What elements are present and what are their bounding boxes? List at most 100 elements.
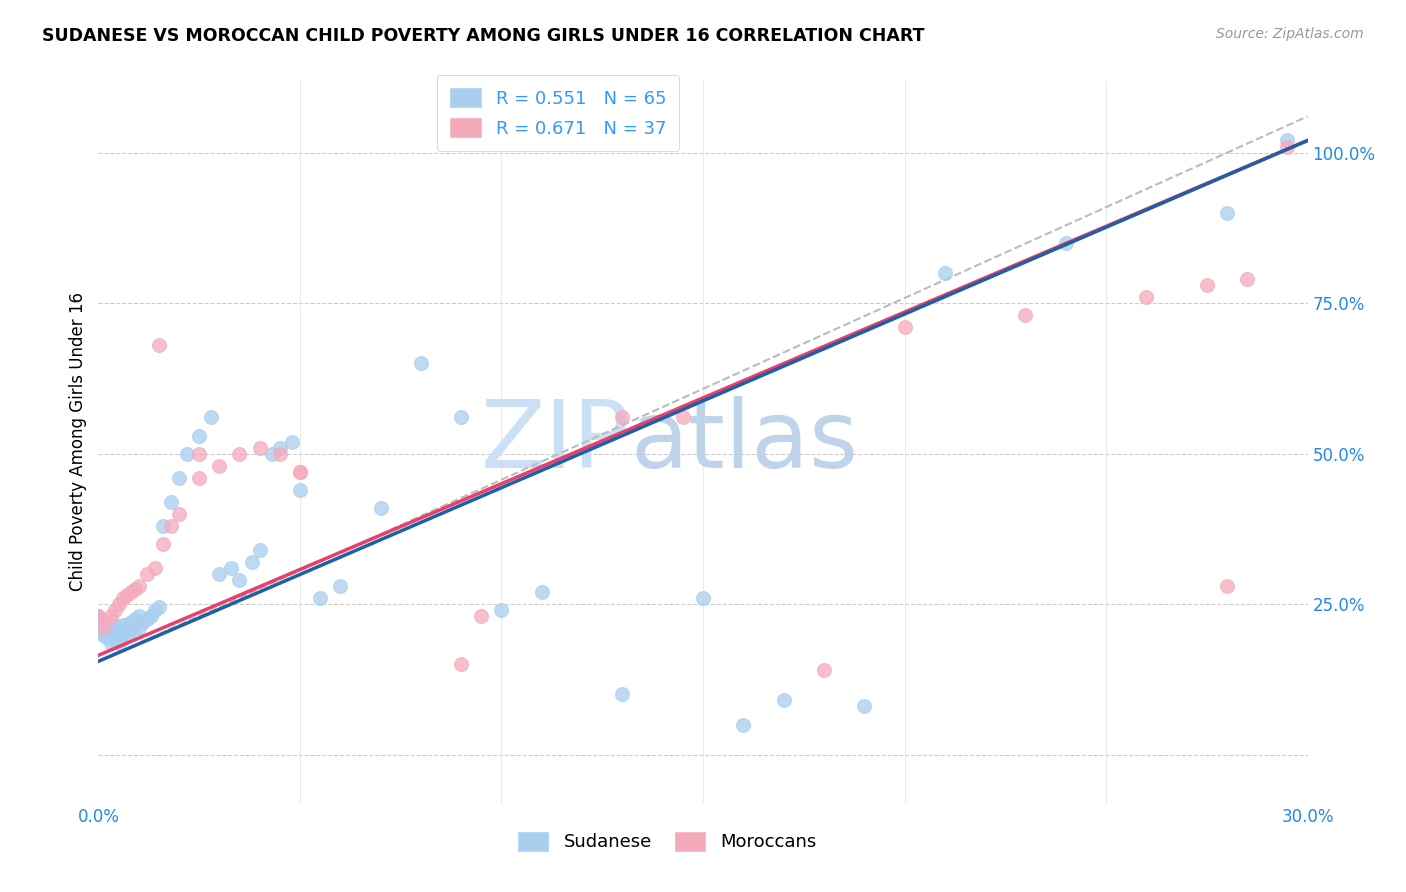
Point: [176, 446, 198, 460]
Point: [143, 603, 166, 617]
Point: [221, 561, 243, 575]
Point: [111, 627, 134, 641]
Y-axis label: Child Poverty Among Girls Under 16: Child Poverty Among Girls Under 16: [69, 292, 87, 591]
Point: [288, 465, 311, 479]
Point: [470, 609, 492, 624]
Point: [893, 320, 915, 334]
Point: [87, 612, 110, 626]
Point: [107, 621, 129, 635]
Text: Source: ZipAtlas.com: Source: ZipAtlas.com: [1216, 27, 1364, 41]
Point: [167, 507, 190, 521]
Point: [103, 618, 125, 632]
Point: [91, 621, 114, 635]
Text: ZIP: ZIP: [481, 395, 630, 488]
Point: [91, 627, 114, 641]
Point: [107, 630, 129, 644]
Point: [100, 627, 122, 641]
Point: [96, 615, 118, 630]
Point: [188, 428, 211, 442]
Point: [208, 458, 231, 473]
Point: [91, 615, 114, 630]
Point: [148, 600, 170, 615]
Point: [120, 585, 142, 599]
Point: [139, 609, 162, 624]
Point: [269, 446, 291, 460]
Point: [249, 441, 271, 455]
Point: [1236, 272, 1258, 286]
Point: [115, 588, 138, 602]
Point: [813, 664, 835, 678]
Point: [450, 410, 472, 425]
Point: [100, 621, 122, 635]
Point: [329, 579, 352, 593]
Point: [288, 483, 311, 497]
Point: [107, 636, 129, 650]
Text: atlas: atlas: [630, 395, 859, 488]
Point: [87, 609, 110, 624]
Point: [128, 579, 150, 593]
Point: [208, 567, 231, 582]
Point: [115, 618, 138, 632]
Point: [160, 494, 183, 508]
Point: [409, 356, 432, 370]
Point: [612, 687, 634, 701]
Point: [228, 446, 250, 460]
Point: [249, 542, 271, 557]
Point: [160, 519, 183, 533]
Point: [1277, 133, 1299, 147]
Point: [309, 591, 332, 606]
Point: [450, 657, 472, 672]
Point: [135, 612, 157, 626]
Point: [1195, 277, 1218, 292]
Point: [1216, 579, 1239, 593]
Point: [107, 597, 129, 611]
Point: [672, 410, 695, 425]
Point: [692, 591, 714, 606]
Point: [103, 633, 125, 648]
Point: [87, 609, 110, 624]
Point: [115, 627, 138, 641]
Point: [1054, 235, 1077, 250]
Point: [124, 621, 146, 635]
Point: [96, 618, 118, 632]
Point: [143, 561, 166, 575]
Point: [269, 441, 291, 455]
Point: [188, 471, 211, 485]
Point: [100, 609, 122, 624]
Point: [530, 585, 553, 599]
Point: [1014, 308, 1036, 322]
Point: [152, 537, 174, 551]
Point: [103, 603, 125, 617]
Point: [120, 624, 142, 639]
Point: [772, 693, 794, 707]
Legend: Sudanese, Moroccans: Sudanese, Moroccans: [509, 823, 824, 859]
Point: [135, 567, 157, 582]
Point: [188, 446, 211, 460]
Point: [148, 338, 170, 352]
Point: [132, 615, 155, 630]
Point: [128, 609, 150, 624]
Point: [240, 555, 263, 569]
Point: [281, 434, 304, 449]
Point: [100, 636, 122, 650]
Point: [91, 621, 114, 635]
Point: [96, 630, 118, 644]
Point: [200, 410, 222, 425]
Point: [1216, 205, 1239, 219]
Point: [733, 717, 755, 731]
Point: [111, 618, 134, 632]
Point: [124, 582, 146, 596]
Point: [288, 465, 311, 479]
Point: [934, 266, 956, 280]
Point: [228, 573, 250, 587]
Point: [128, 621, 150, 635]
Point: [111, 591, 134, 606]
Point: [491, 603, 513, 617]
Point: [120, 615, 142, 630]
Point: [167, 471, 190, 485]
Point: [96, 624, 118, 639]
Point: [612, 410, 634, 425]
Point: [1135, 290, 1157, 304]
Point: [124, 612, 146, 626]
Point: [152, 519, 174, 533]
